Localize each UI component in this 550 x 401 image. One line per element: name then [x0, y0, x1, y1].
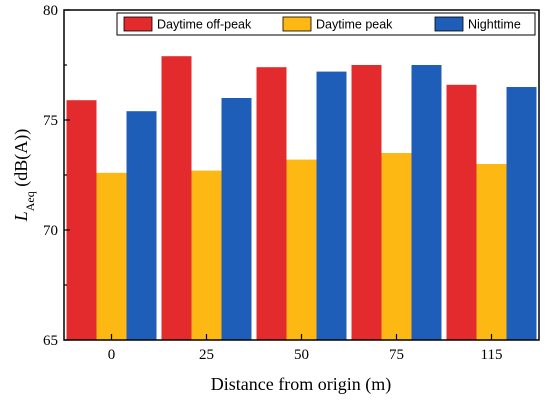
- bar-nighttime-50: [316, 71, 347, 340]
- x-tick-label-25: 25: [199, 347, 214, 363]
- bar-nighttime-0: [126, 111, 157, 340]
- legend-swatch-daytime-peak: [282, 16, 312, 32]
- bar-daytime-peak-25: [191, 170, 222, 340]
- bar-daytime-off-peak-75: [351, 65, 382, 340]
- bar-daytime-off-peak-50: [256, 67, 287, 340]
- y-axis-unit: (dB(A)): [11, 129, 32, 191]
- legend-box: [116, 12, 536, 36]
- x-tick-label-0: 0: [108, 347, 116, 363]
- legend: Daytime off-peak Daytime peak Nighttime: [116, 12, 536, 36]
- x-tick-label-75: 75: [389, 347, 404, 363]
- legend-swatch-daytime-off-peak: [123, 16, 153, 32]
- bar-daytime-peak-0: [96, 172, 127, 340]
- x-tick-label-115: 115: [481, 347, 503, 363]
- legend-label-daytime-off-peak: Daytime off-peak: [157, 18, 252, 32]
- axis-ticks: 65 70 75 80 0 25 50 75 115: [43, 3, 502, 363]
- bar-nighttime-25: [221, 98, 252, 340]
- y-tick-label-80: 80: [43, 3, 58, 19]
- legend-label-nighttime: Nighttime: [468, 18, 521, 32]
- bar-nighttime-75: [411, 65, 442, 340]
- y-axis-symbol: L: [11, 211, 31, 222]
- bars: [66, 56, 537, 340]
- y-tick-label-75: 75: [43, 113, 58, 129]
- legend-label-daytime-peak: Daytime peak: [316, 18, 393, 32]
- bar-daytime-off-peak-115: [446, 84, 477, 340]
- bar-daytime-peak-115: [476, 164, 507, 340]
- bar-daytime-peak-75: [381, 153, 412, 340]
- x-axis-title: Distance from origin (m): [211, 374, 391, 395]
- bar-nighttime-115: [506, 87, 537, 340]
- y-axis-title: LAeq (dB(A)): [11, 129, 37, 223]
- bar-daytime-off-peak-25: [161, 56, 192, 340]
- y-tick-label-70: 70: [43, 223, 58, 239]
- x-tick-label-50: 50: [294, 347, 309, 363]
- bar-daytime-off-peak-0: [66, 100, 97, 340]
- bar-daytime-peak-50: [286, 159, 317, 340]
- y-axis-subscript: Aeq: [23, 191, 37, 211]
- legend-swatch-nighttime: [434, 16, 464, 32]
- y-tick-label-65: 65: [43, 333, 58, 349]
